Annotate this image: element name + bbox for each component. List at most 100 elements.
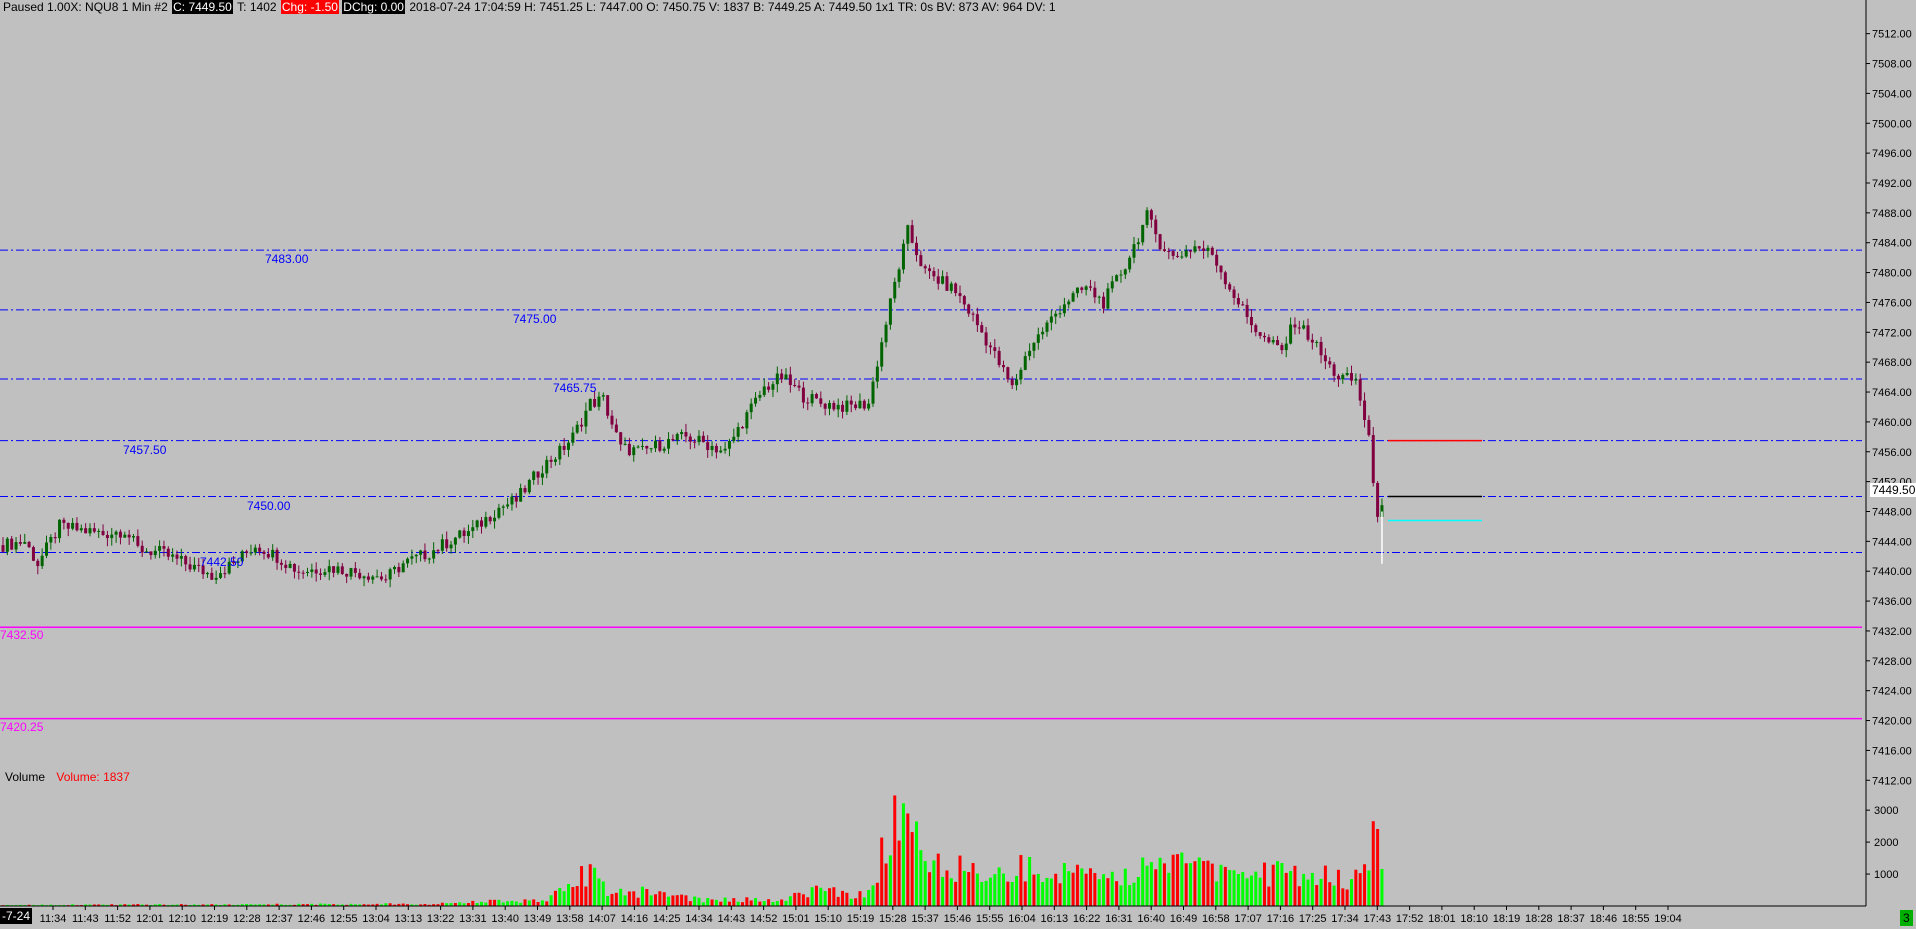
price-tick-label: 7448.00: [1872, 506, 1912, 518]
candle-body: [262, 551, 266, 555]
volume-bar: [1036, 873, 1040, 906]
volume-bar: [862, 897, 866, 906]
time-tick-label: 11:43: [72, 913, 99, 925]
candle-body: [23, 541, 27, 544]
candle-body: [292, 563, 296, 572]
volume-bar: [1363, 864, 1367, 906]
candle-body: [236, 561, 240, 564]
candle-body: [271, 549, 275, 558]
volume-bar: [97, 904, 101, 906]
time-tick-label: 15:37: [911, 913, 939, 925]
volume-bar: [749, 900, 753, 906]
candle-body: [414, 554, 418, 557]
corner-badge[interactable]: 3: [1900, 910, 1913, 926]
candle-body: [558, 445, 562, 460]
volume-bar: [388, 903, 392, 906]
volume-bar: [497, 899, 501, 906]
candle-body: [210, 572, 214, 580]
volume-bar: [1015, 875, 1019, 906]
candle-body: [975, 314, 979, 326]
volume-bar: [549, 895, 553, 906]
volume-bar: [1341, 888, 1345, 906]
volume-bar: [501, 902, 505, 906]
volume-bar: [553, 890, 557, 906]
candle-body: [493, 517, 497, 522]
candle-body: [958, 293, 962, 297]
candle-body: [1358, 379, 1362, 401]
candle-body: [597, 396, 601, 407]
volume-bar: [1080, 868, 1084, 906]
volume-bar: [793, 892, 797, 906]
volume-bar: [775, 901, 779, 906]
candle-body: [771, 384, 775, 390]
candle-body: [1202, 248, 1206, 251]
volume-bar: [140, 904, 144, 906]
candle-body: [192, 564, 196, 570]
candle-body: [401, 563, 405, 573]
volume-bar: [240, 904, 244, 906]
price-tick-label: 7472.00: [1872, 327, 1912, 339]
candle-body: [5, 538, 9, 552]
volume-bar: [540, 900, 544, 906]
volume-bar: [40, 904, 44, 906]
candle-body: [688, 436, 692, 442]
volume-bar: [153, 904, 157, 906]
candle-body: [227, 561, 231, 574]
volume-axis[interactable]: 3000 2000 1000: [1866, 805, 1898, 881]
volume-bar: [915, 821, 918, 906]
candle-body: [1297, 327, 1301, 329]
time-tick-label: 12:55: [330, 913, 358, 925]
candle-body: [745, 412, 749, 429]
volume-bar: [488, 899, 492, 906]
candle-body: [814, 394, 818, 399]
candle-body: [1019, 369, 1023, 380]
candle-body: [1006, 367, 1010, 380]
volume-bar: [1049, 878, 1053, 906]
candle-body: [366, 576, 370, 580]
candle-body: [288, 563, 292, 568]
candle-body: [893, 281, 897, 299]
candle-body: [871, 381, 875, 404]
close-readout: C: 7449.50: [172, 0, 233, 14]
volume-bar: [723, 897, 727, 906]
candle-body: [884, 324, 888, 343]
candle-body: [727, 440, 731, 449]
volume-bar: [1097, 879, 1101, 906]
candle-body: [671, 438, 675, 441]
candle-body: [580, 424, 584, 427]
volume-bar: [440, 902, 444, 906]
candle-body: [915, 242, 918, 256]
volume-bar: [1336, 869, 1340, 906]
candle-body: [1015, 379, 1019, 386]
candle-body: [127, 534, 131, 538]
candle-body: [214, 577, 218, 580]
candle-body: [1089, 286, 1092, 288]
volume-bar: [1075, 864, 1079, 906]
candle-body: [614, 424, 618, 433]
volume-bar: [801, 894, 805, 906]
price-axis[interactable]: 7512.00 7508.00 7504.00 7500.00 7496.00 7492.…: [1865, 0, 1912, 906]
candle-body: [114, 531, 118, 535]
candle-body: [223, 573, 227, 575]
candle-body: [1228, 284, 1232, 290]
volume-bar: [1263, 862, 1266, 906]
candle-body: [1167, 251, 1171, 253]
candle-body: [527, 479, 531, 493]
volume-bar: [954, 881, 958, 906]
volume-bar: [1310, 872, 1314, 906]
volume-bar: [1102, 874, 1106, 906]
volume-bar: [532, 899, 536, 906]
candle-body: [158, 546, 162, 551]
volume-bar: [836, 896, 840, 906]
time-axis[interactable]: 11:34 11:43 11:52 12:01 12:10 12:19 12:28 12:37…: [0, 905, 1866, 925]
volume-bar: [1323, 865, 1327, 906]
candle-body: [1276, 340, 1280, 346]
candle-body: [466, 531, 470, 536]
volume-bar: [1271, 864, 1275, 906]
volume-bar: [632, 891, 636, 906]
candle-body: [906, 225, 910, 244]
change-readout: Chg: -1.50: [280, 0, 339, 14]
volume-bar: [306, 904, 309, 906]
volume-bar: [227, 904, 231, 906]
